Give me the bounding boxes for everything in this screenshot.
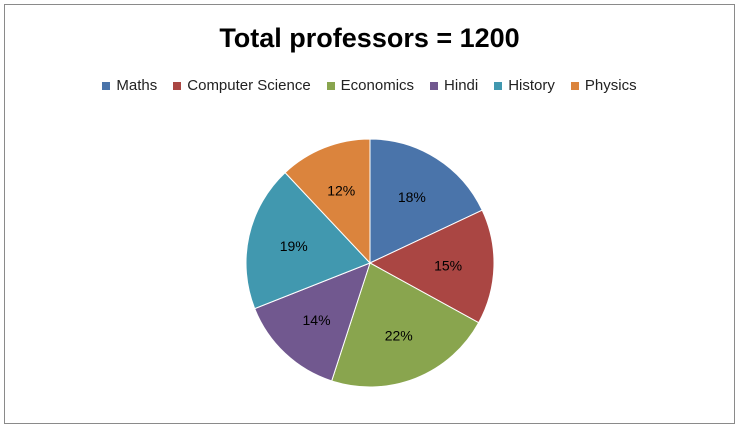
- legend-item-computer-science: Computer Science: [173, 77, 311, 94]
- legend-label: Economics: [340, 77, 415, 94]
- legend-item-hindi: Hindi: [430, 77, 478, 94]
- slice-label: 14%: [303, 312, 331, 328]
- pie-slice-physics: [284, 138, 371, 265]
- legend-swatch: [494, 81, 503, 90]
- legend-item-physics: Physics: [570, 77, 637, 94]
- legend-swatch: [102, 81, 111, 90]
- legend-swatch: [430, 81, 439, 90]
- chart-legend: Maths Computer Science Economics Hindi Histo…: [5, 77, 734, 94]
- legend-swatch: [326, 81, 335, 90]
- pie-slice-maths: [369, 138, 483, 264]
- legend-label: Maths: [116, 77, 158, 94]
- legend-label: Computer Science: [187, 77, 311, 94]
- legend-item-economics: Economics: [326, 77, 415, 94]
- pie-slice-history: [245, 171, 371, 310]
- pie-slice-computer-science: [368, 209, 495, 324]
- pie-slice-economics: [331, 262, 480, 388]
- legend-item-maths: Maths: [102, 77, 157, 94]
- chart-title: Total professors = 1200: [219, 23, 520, 53]
- legend-item-history: History: [494, 77, 555, 94]
- legend-label: Physics: [584, 77, 637, 94]
- slice-label: 19%: [280, 238, 308, 254]
- legend-swatch: [570, 81, 579, 90]
- slice-label: 18%: [398, 189, 426, 205]
- slice-label: 22%: [385, 328, 413, 344]
- pie-slice-hindi: [254, 262, 371, 382]
- legend-swatch: [173, 81, 182, 90]
- legend-label: History: [508, 77, 555, 94]
- slice-label: 15%: [434, 257, 462, 273]
- slice-label: 12%: [327, 182, 355, 198]
- pie-chart: 18% 15% 22% 14% 19% 12%: [245, 138, 495, 388]
- legend-label: Hindi: [444, 77, 479, 94]
- chart-frame: Total professors = 1200 Maths Computer Sc…: [4, 4, 735, 424]
